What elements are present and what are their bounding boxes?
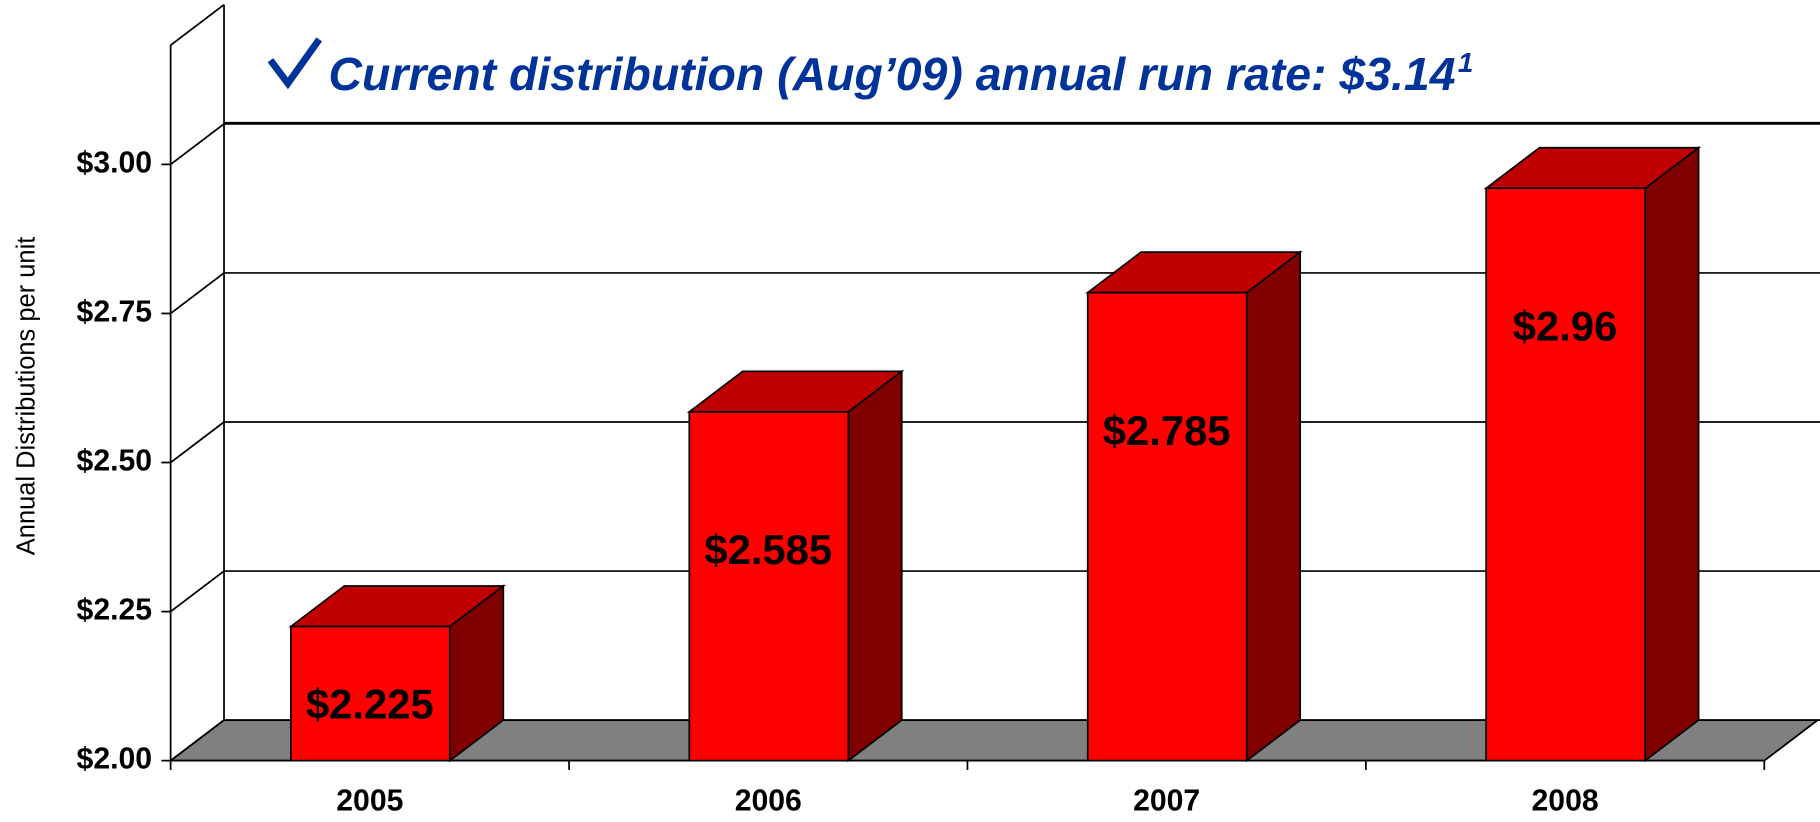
annotation: Current distribution (Aug’09) annual run… xyxy=(328,48,1455,100)
x-tick-label: 2006 xyxy=(735,784,802,817)
annotation-note: 1 xyxy=(1458,47,1473,78)
value-label: $2.785 xyxy=(1103,407,1231,454)
grid-line-side xyxy=(170,272,225,315)
value-label: $2.585 xyxy=(704,526,832,573)
x-tick-label: 2007 xyxy=(1133,784,1200,817)
bar xyxy=(688,410,850,762)
y-tick-label: $2.75 xyxy=(77,295,152,328)
x-tick-label: 2005 xyxy=(336,784,403,817)
y-axis-label: Annual Distributions per unit xyxy=(13,237,41,556)
grid-line-side xyxy=(170,421,225,464)
grid-line-side xyxy=(170,719,225,762)
x-tick-label: 2008 xyxy=(1532,784,1599,817)
bar-side xyxy=(847,369,903,763)
y-tick-label: $2.00 xyxy=(77,743,152,776)
y-tick-label: $3.00 xyxy=(77,146,152,179)
left-wall-top xyxy=(170,3,225,46)
bar xyxy=(290,625,451,762)
bar-side xyxy=(1644,145,1700,763)
checkmark xyxy=(267,37,323,90)
y-tick-label: $2.50 xyxy=(77,445,152,478)
bar xyxy=(1485,187,1647,762)
grid-line-side xyxy=(170,123,225,166)
value-label: $2.225 xyxy=(306,681,434,728)
y-tick-label: $2.25 xyxy=(77,594,152,627)
value-label: $2.96 xyxy=(1513,303,1618,350)
bar xyxy=(1086,291,1248,762)
grid-line-side xyxy=(170,570,225,613)
bar-side xyxy=(1245,250,1302,763)
